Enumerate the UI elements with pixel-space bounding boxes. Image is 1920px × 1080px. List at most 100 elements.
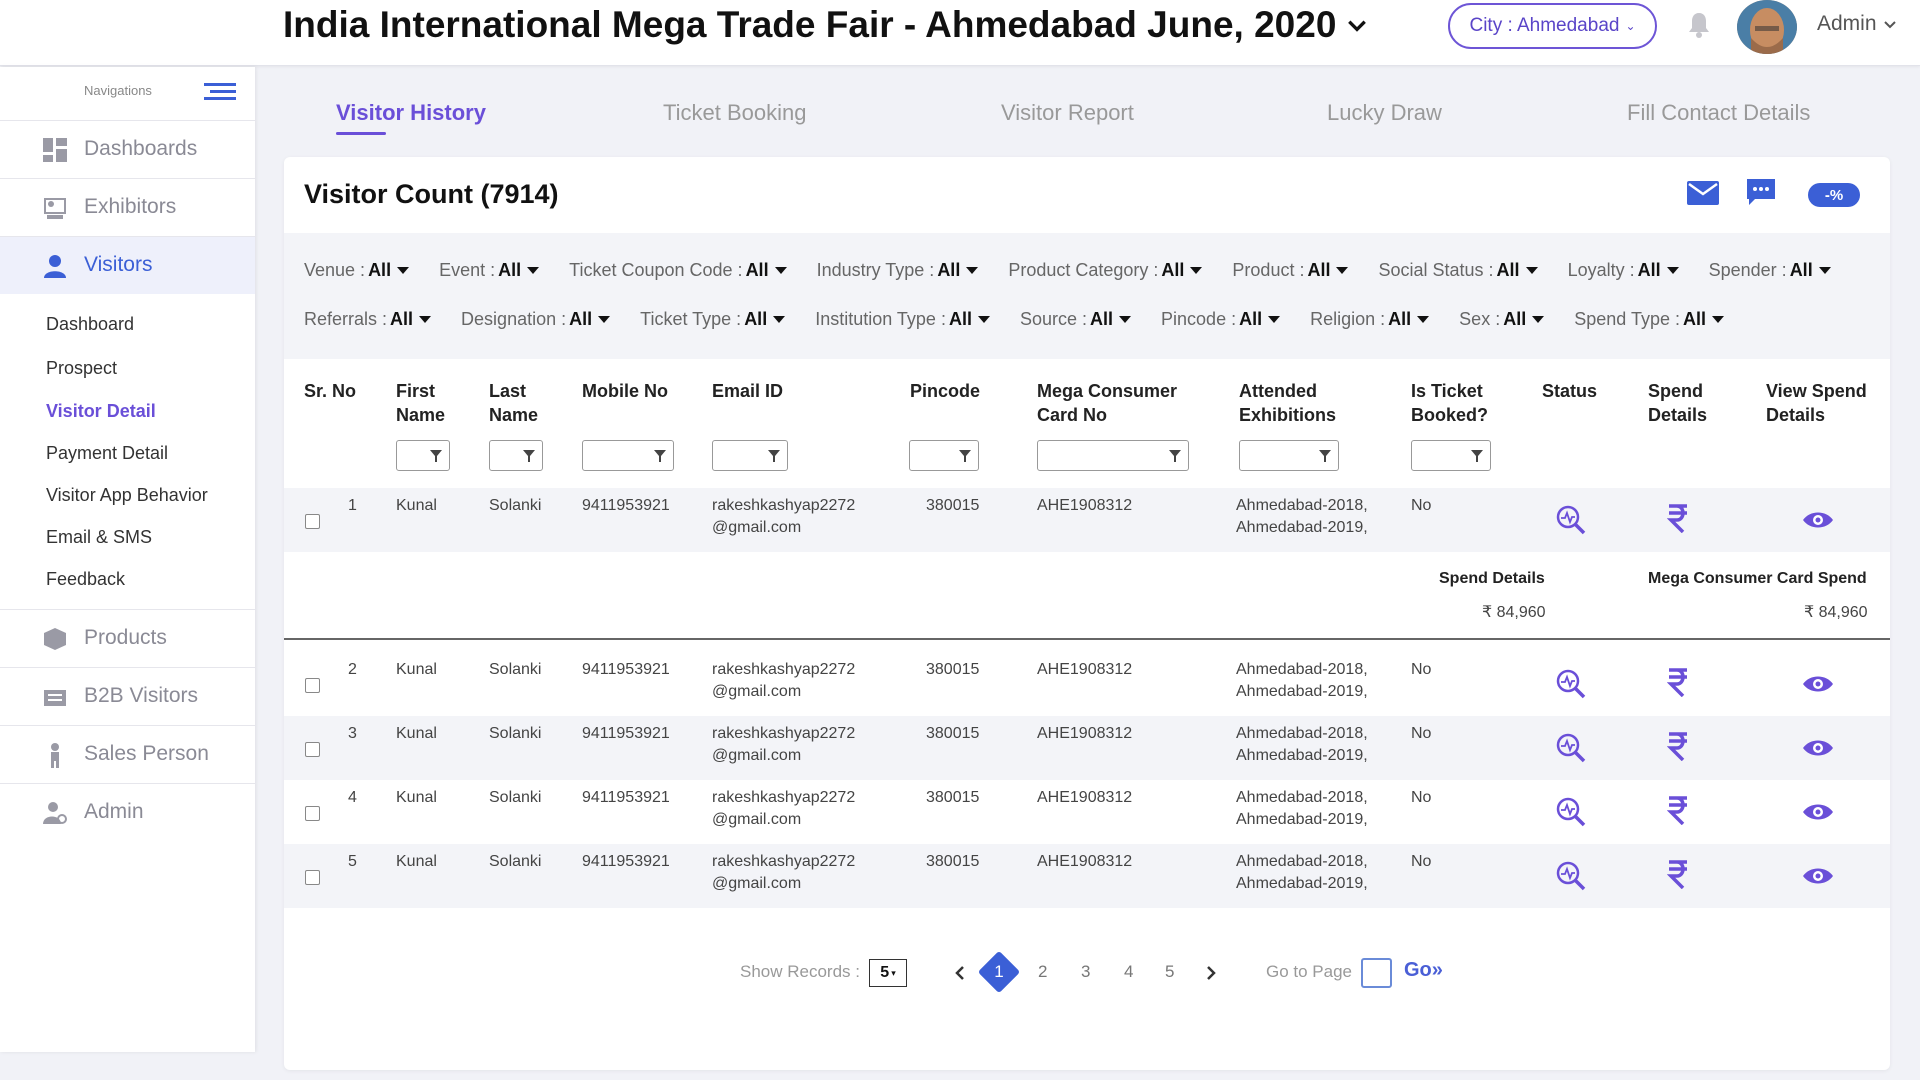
sidebar-item-label: Dashboards: [84, 137, 198, 160]
rupee-icon[interactable]: [1667, 503, 1689, 533]
status-search-icon[interactable]: [1556, 669, 1586, 699]
filter-label: Industry Type :: [816, 260, 935, 280]
tab-visitor-history[interactable]: Visitor History: [336, 100, 486, 125]
status-search-icon[interactable]: [1556, 797, 1586, 827]
table-row[interactable]: 2 Kunal Solanki 9411953921 rakeshkashyap…: [284, 652, 1890, 716]
filter-religion[interactable]: Religion : All: [1310, 309, 1430, 330]
sidebar-item-visitors[interactable]: Visitors: [0, 236, 255, 294]
rupee-icon[interactable]: [1667, 731, 1689, 761]
sidebar-subitem-prospect[interactable]: Prospect: [46, 358, 118, 378]
records-value: 5: [880, 964, 890, 981]
filter-referrals[interactable]: Referrals : All: [304, 309, 432, 330]
filter-product[interactable]: Product : All: [1232, 260, 1349, 281]
filter-label: Referrals :: [304, 309, 388, 329]
sidebar-item-products[interactable]: Products: [0, 609, 255, 667]
event-selector[interactable]: India International Mega Trade Fair - Ah…: [283, 4, 1368, 46]
sidebar-subitem-feedback[interactable]: Feedback: [46, 569, 126, 589]
filter-product-category[interactable]: Product Category : All: [1008, 260, 1203, 281]
row-checkbox[interactable]: [305, 742, 320, 757]
rupee-icon[interactable]: [1667, 667, 1689, 697]
page-3-button[interactable]: 3: [1081, 962, 1091, 981]
rupee-icon[interactable]: [1667, 795, 1689, 825]
filter-source[interactable]: Source : All: [1020, 309, 1132, 330]
row-checkbox[interactable]: [305, 806, 320, 821]
sidebar-item-dashboards[interactable]: Dashboards: [0, 120, 255, 178]
table-row[interactable]: 5 Kunal Solanki 9411953921 rakeshkashyap…: [284, 844, 1890, 908]
sidebar-subitem-dashboard[interactable]: Dashboard: [46, 314, 135, 334]
column-header-view-spend-details: View Spend Details: [1766, 381, 1867, 425]
eye-icon[interactable]: [1802, 510, 1834, 530]
page-2-button[interactable]: 2: [1038, 962, 1048, 981]
sidebar-item-sales-person[interactable]: Sales Person: [0, 725, 255, 783]
avatar[interactable]: [1737, 0, 1797, 54]
caret-down-icon: [527, 267, 540, 274]
page-1-button[interactable]: 1: [994, 962, 1004, 981]
prev-page-icon[interactable]: [954, 965, 966, 981]
sidebar-item-admin[interactable]: Admin: [0, 783, 255, 841]
sidebar-item-exhibitors[interactable]: Exhibitors: [0, 178, 255, 236]
filter-social-status[interactable]: Social Status : All: [1378, 260, 1538, 281]
table-row[interactable]: 3 Kunal Solanki 9411953921 rakeshkashyap…: [284, 716, 1890, 780]
filter-institution-type[interactable]: Institution Type : All: [815, 309, 990, 330]
page-5-button[interactable]: 5: [1165, 962, 1175, 981]
filter-ticket-coupon-code[interactable]: Ticket Coupon Code : All: [569, 260, 787, 281]
cell-pincode: 380015: [926, 725, 980, 742]
filter-ticket-type[interactable]: Ticket Type : All: [640, 309, 786, 330]
goto-page-input[interactable]: [1361, 958, 1392, 988]
page-4-button[interactable]: 4: [1124, 962, 1134, 981]
city-selector[interactable]: City : Ahmedabad ⌄: [1448, 3, 1657, 49]
exhibitions-filter-input[interactable]: [1239, 440, 1339, 471]
rupee-icon[interactable]: [1667, 859, 1689, 889]
filter-designation[interactable]: Designation : All: [461, 309, 611, 330]
first-name-filter-input[interactable]: [396, 440, 450, 471]
status-search-icon[interactable]: [1556, 505, 1586, 535]
filter-row-2: Referrals : All Designation : All Ticket T…: [304, 309, 1754, 330]
tab-visitor-report[interactable]: Visitor Report: [1001, 100, 1134, 125]
next-page-icon[interactable]: [1205, 965, 1217, 981]
email-line-2: @gmail.com: [712, 875, 802, 892]
table-row[interactable]: 1 Kunal Solanki 9411953921 rakeshkashyap…: [284, 488, 1890, 552]
row-checkbox[interactable]: [305, 678, 320, 693]
ticket-booked-filter-input[interactable]: [1411, 440, 1491, 471]
sidebar-subitem-visitor-app-behavior[interactable]: Visitor App Behavior: [46, 485, 208, 505]
mobile-filter-input[interactable]: [582, 440, 674, 471]
card-no-filter-input[interactable]: [1037, 440, 1189, 471]
last-name-filter-input[interactable]: [489, 440, 543, 471]
eye-icon[interactable]: [1802, 674, 1834, 694]
user-menu[interactable]: Admin: [1817, 12, 1897, 36]
row-checkbox[interactable]: [305, 514, 320, 529]
sidebar-subitem-email-sms[interactable]: Email & SMS: [46, 527, 153, 547]
tab-lucky-draw[interactable]: Lucky Draw: [1327, 100, 1442, 125]
eye-icon[interactable]: [1802, 738, 1834, 758]
discount-tag-icon[interactable]: -%: [1808, 183, 1860, 207]
tab-fill-contact-details[interactable]: Fill Contact Details: [1627, 100, 1811, 125]
filter-loyalty[interactable]: Loyalty : All: [1568, 260, 1679, 281]
sidebar-subitem-payment-detail[interactable]: Payment Detail: [46, 443, 169, 463]
sidebar-subitem-visitor-detail[interactable]: Visitor Detail: [46, 401, 156, 421]
filter-venue[interactable]: Venue : All: [304, 260, 410, 281]
filter-spend-type[interactable]: Spend Type : All: [1574, 309, 1724, 330]
email-filter-input[interactable]: [712, 440, 788, 471]
go-button[interactable]: Go»: [1404, 959, 1443, 981]
mail-icon[interactable]: [1687, 181, 1719, 205]
cell-sr-no: 3: [348, 725, 357, 742]
table-row[interactable]: 4 Kunal Solanki 9411953921 rakeshkashyap…: [284, 780, 1890, 844]
eye-icon[interactable]: [1802, 802, 1834, 822]
filter-pincode[interactable]: Pincode : All: [1161, 309, 1281, 330]
sidebar-item-b2b-visitors[interactable]: B2B Visitors: [0, 667, 255, 725]
filter-spender[interactable]: Spender : All: [1709, 260, 1831, 281]
status-search-icon[interactable]: [1556, 733, 1586, 763]
filter-industry-type[interactable]: Industry Type : All: [817, 260, 979, 281]
bell-icon[interactable]: [1686, 10, 1712, 40]
tab-ticket-booking[interactable]: Ticket Booking: [663, 100, 807, 125]
filter-sex[interactable]: Sex : All: [1459, 309, 1545, 330]
status-search-icon[interactable]: [1556, 861, 1586, 891]
filter-event[interactable]: Event : All: [439, 260, 540, 281]
cell-email: rakeshkashyap2272 @gmail.com: [712, 495, 855, 539]
row-checkbox[interactable]: [305, 870, 320, 885]
pincode-filter-input[interactable]: [909, 440, 979, 471]
records-per-page-select[interactable]: 5 ▾: [869, 959, 907, 987]
eye-icon[interactable]: [1802, 866, 1834, 886]
chat-icon[interactable]: [1746, 177, 1776, 207]
hamburger-menu-icon[interactable]: [204, 81, 236, 103]
